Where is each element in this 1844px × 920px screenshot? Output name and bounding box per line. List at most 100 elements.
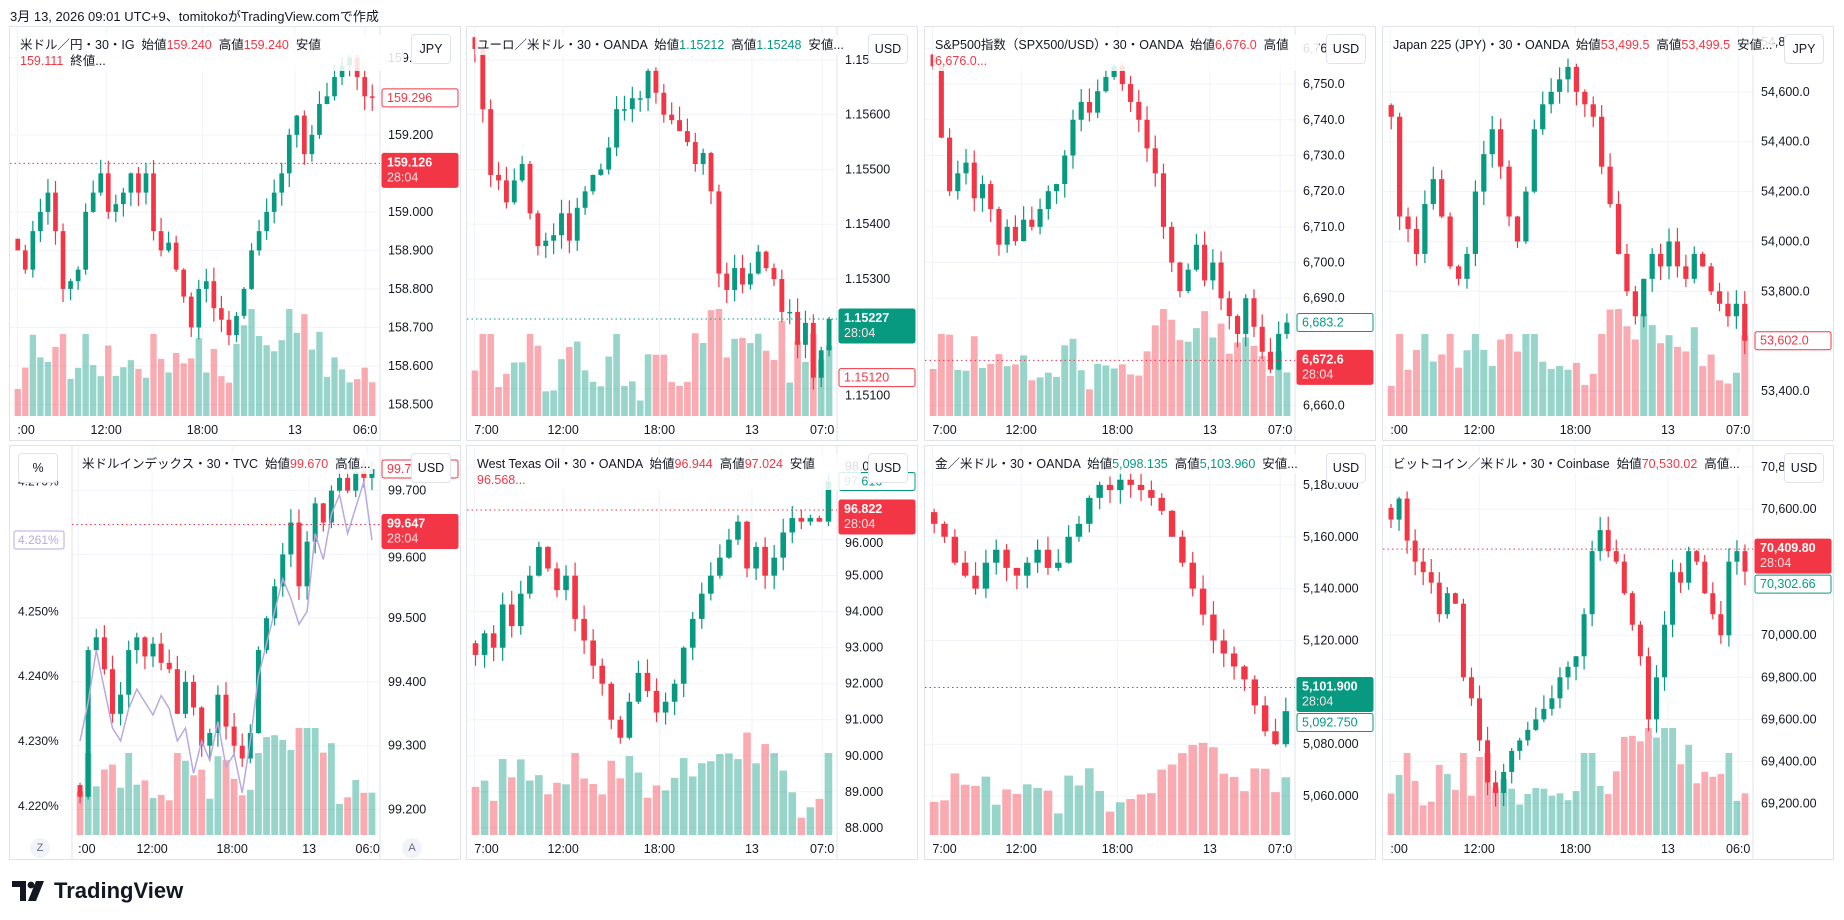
price-chart[interactable]: 6,760.06,750.06,740.06,730.06,720.06,710… <box>925 27 1376 441</box>
volume-bar <box>553 782 561 835</box>
legend-text: 高値 <box>1167 457 1200 471</box>
time-tick-label: 06:0 <box>1726 842 1750 856</box>
candle-body <box>256 231 262 251</box>
time-tick-label: 07:0 <box>1726 423 1750 437</box>
candle-body <box>255 650 261 733</box>
candle-body <box>134 637 140 651</box>
candle-body <box>45 192 51 212</box>
candle-body <box>1177 262 1183 292</box>
volume-bar <box>74 367 82 416</box>
candle-body <box>312 503 318 542</box>
candle-body <box>1725 303 1731 317</box>
chart-panel-btcusd[interactable]: ビットコイン／米ドル・30・Coinbase 始値70,530.02 高値...… <box>1382 445 1834 860</box>
left-scale-unit-button[interactable]: % <box>18 453 58 483</box>
candle-body <box>1742 551 1748 572</box>
volume-bar <box>1077 370 1085 416</box>
candle-body <box>1230 653 1238 667</box>
candle-body <box>798 518 805 522</box>
candle-body <box>1590 104 1596 117</box>
candle-body <box>1649 253 1655 279</box>
chart-panel-wti[interactable]: West Texas Oil・30・OANDA 始値96.944 高値97.02… <box>466 445 918 860</box>
legend-text: 97.024 <box>744 457 783 471</box>
candles <box>930 53 1290 373</box>
chart-panel-japan225[interactable]: Japan 225 (JPY)・30・OANDA 始値53,499.5 高値53… <box>1382 26 1834 441</box>
price-chart[interactable]: 5,180.0005,160.0005,140.0005,120.0005,08… <box>925 446 1376 860</box>
volume-bar <box>336 803 343 835</box>
symbol-legend[interactable]: 金／米ドル・30・OANDA 始値5,098.135 高値5,103.960 安… <box>933 454 1300 474</box>
symbol-legend[interactable]: Japan 225 (JPY)・30・OANDA 始値53,499.5 高値53… <box>1391 35 1775 55</box>
time-tick-label: 18:00 <box>644 842 675 856</box>
volume-bar <box>723 357 731 416</box>
volume-bar <box>1715 380 1724 416</box>
price-chart[interactable]: 4.270%4.250%4.240%4.230%4.220%4.261%99.7… <box>10 446 461 860</box>
volume-bar <box>97 376 104 416</box>
chart-panel-gold[interactable]: 金／米ドル・30・OANDA 始値5,098.135 高値5,103.960 安… <box>924 445 1376 860</box>
candle-body <box>1034 549 1041 563</box>
auto-scale-left-button[interactable]: Z <box>30 838 50 858</box>
volume-bar <box>779 770 788 835</box>
price-tick-label: 99.300 <box>388 739 426 753</box>
price-chart[interactable]: 54,800.054,600.054,400.054,200.054,000.0… <box>1383 27 1834 441</box>
price-chart[interactable]: 98.00096.00095.00094.00093.00092.00091.0… <box>467 446 918 860</box>
price-chart[interactable]: 1.157001.156001.155001.154001.153001.151… <box>467 27 918 441</box>
volume-bar <box>1135 375 1143 416</box>
candle-body <box>38 211 43 232</box>
currency-button[interactable]: USD <box>411 453 451 483</box>
volume-bar <box>120 367 127 416</box>
volume-bar <box>1143 351 1151 416</box>
price-chart[interactable]: 159.400159.200159.000158.900158.800158.7… <box>10 27 461 441</box>
volume-bar <box>558 359 565 416</box>
currency-button[interactable]: USD <box>868 34 908 64</box>
time-tick-label: 12:00 <box>136 842 167 856</box>
volume-bar <box>1118 364 1126 416</box>
chart-panel-usdjpy[interactable]: 米ドル／円・30・IG 始値159.240 高値159.240 安値159.11… <box>9 26 461 441</box>
candle-body <box>566 213 572 241</box>
price-badge-label: 96.822 <box>844 502 882 516</box>
legend-text: West Texas Oil・30・OANDA <box>477 457 650 471</box>
volume-bar <box>629 381 636 416</box>
currency-button[interactable]: USD <box>1326 34 1366 64</box>
price-tick-label: 158.800 <box>388 282 433 296</box>
volume-bar <box>1707 354 1715 416</box>
chart-panel-dxy[interactable]: 米ドルインデックス・30・TVC 始値99.670 高値... USD% Z A 4.2… <box>9 445 461 860</box>
legend-text: 米ドルインデックス・30・TVC <box>82 457 265 471</box>
candle-body <box>231 726 237 746</box>
volume-bar <box>480 780 489 835</box>
symbol-legend[interactable]: ユーロ／米ドル・30・OANDA 始値1.15212 高値1.15248 安値.… <box>475 35 846 55</box>
auto-scale-right-button[interactable]: A <box>402 838 422 858</box>
currency-button[interactable]: JPY <box>411 34 451 64</box>
price-tick-label: 54,000.0 <box>1761 234 1810 248</box>
price-tick-label: 69,400.00 <box>1761 754 1817 768</box>
candle-body <box>662 701 669 713</box>
symbol-legend[interactable]: S&P500指数（SPX500/USD）・30・OANDA 始値6,676.0 … <box>933 35 1319 71</box>
candle-body <box>536 546 542 576</box>
tradingview-logo[interactable]: TradingView <box>12 878 183 904</box>
price-tick-label: 96.000 <box>845 536 883 550</box>
volume-bar <box>1612 771 1620 835</box>
volume-bar <box>1043 790 1053 835</box>
volume-bar <box>786 382 794 416</box>
symbol-legend[interactable]: 米ドルインデックス・30・TVC 始値99.670 高値... <box>80 454 373 474</box>
volume-bar <box>739 337 746 416</box>
currency-button[interactable]: USD <box>1784 453 1824 483</box>
bar-countdown: 28:04 <box>1760 556 1791 570</box>
candle-body <box>226 319 232 336</box>
candle-body <box>1452 593 1458 604</box>
candle-body <box>810 322 816 378</box>
candle-body <box>689 618 696 648</box>
volume-bar <box>1476 756 1483 835</box>
currency-button[interactable]: USD <box>1326 453 1366 483</box>
chart-panel-eurusd[interactable]: ユーロ／米ドル・30・OANDA 始値1.15212 高値1.15248 安値.… <box>466 26 918 441</box>
currency-button[interactable]: JPY <box>1784 34 1824 64</box>
volume-bar <box>1539 361 1547 416</box>
time-tick-label: 18:00 <box>1102 842 1133 856</box>
symbol-legend[interactable]: 米ドル／円・30・IG 始値159.240 高値159.240 安値159.11… <box>18 35 404 71</box>
symbol-legend[interactable]: ビットコイン／米ドル・30・Coinbase 始値70,530.02 高値... <box>1391 454 1742 474</box>
currency-button[interactable]: USD <box>868 453 908 483</box>
symbol-legend[interactable]: West Texas Oil・30・OANDA 始値96.944 高値97.02… <box>475 454 861 490</box>
price-chart[interactable]: 70,800.0070,600.0070,000.0069,800.0069,6… <box>1383 446 1834 860</box>
price-badge-label: 53,602.0 <box>1760 334 1809 348</box>
chart-panel-spx500[interactable]: S&P500指数（SPX500/USD）・30・OANDA 始値6,676.0 … <box>924 26 1376 441</box>
price-tick-label: 89.000 <box>845 785 883 799</box>
legend-text: 安値... <box>1730 38 1773 52</box>
